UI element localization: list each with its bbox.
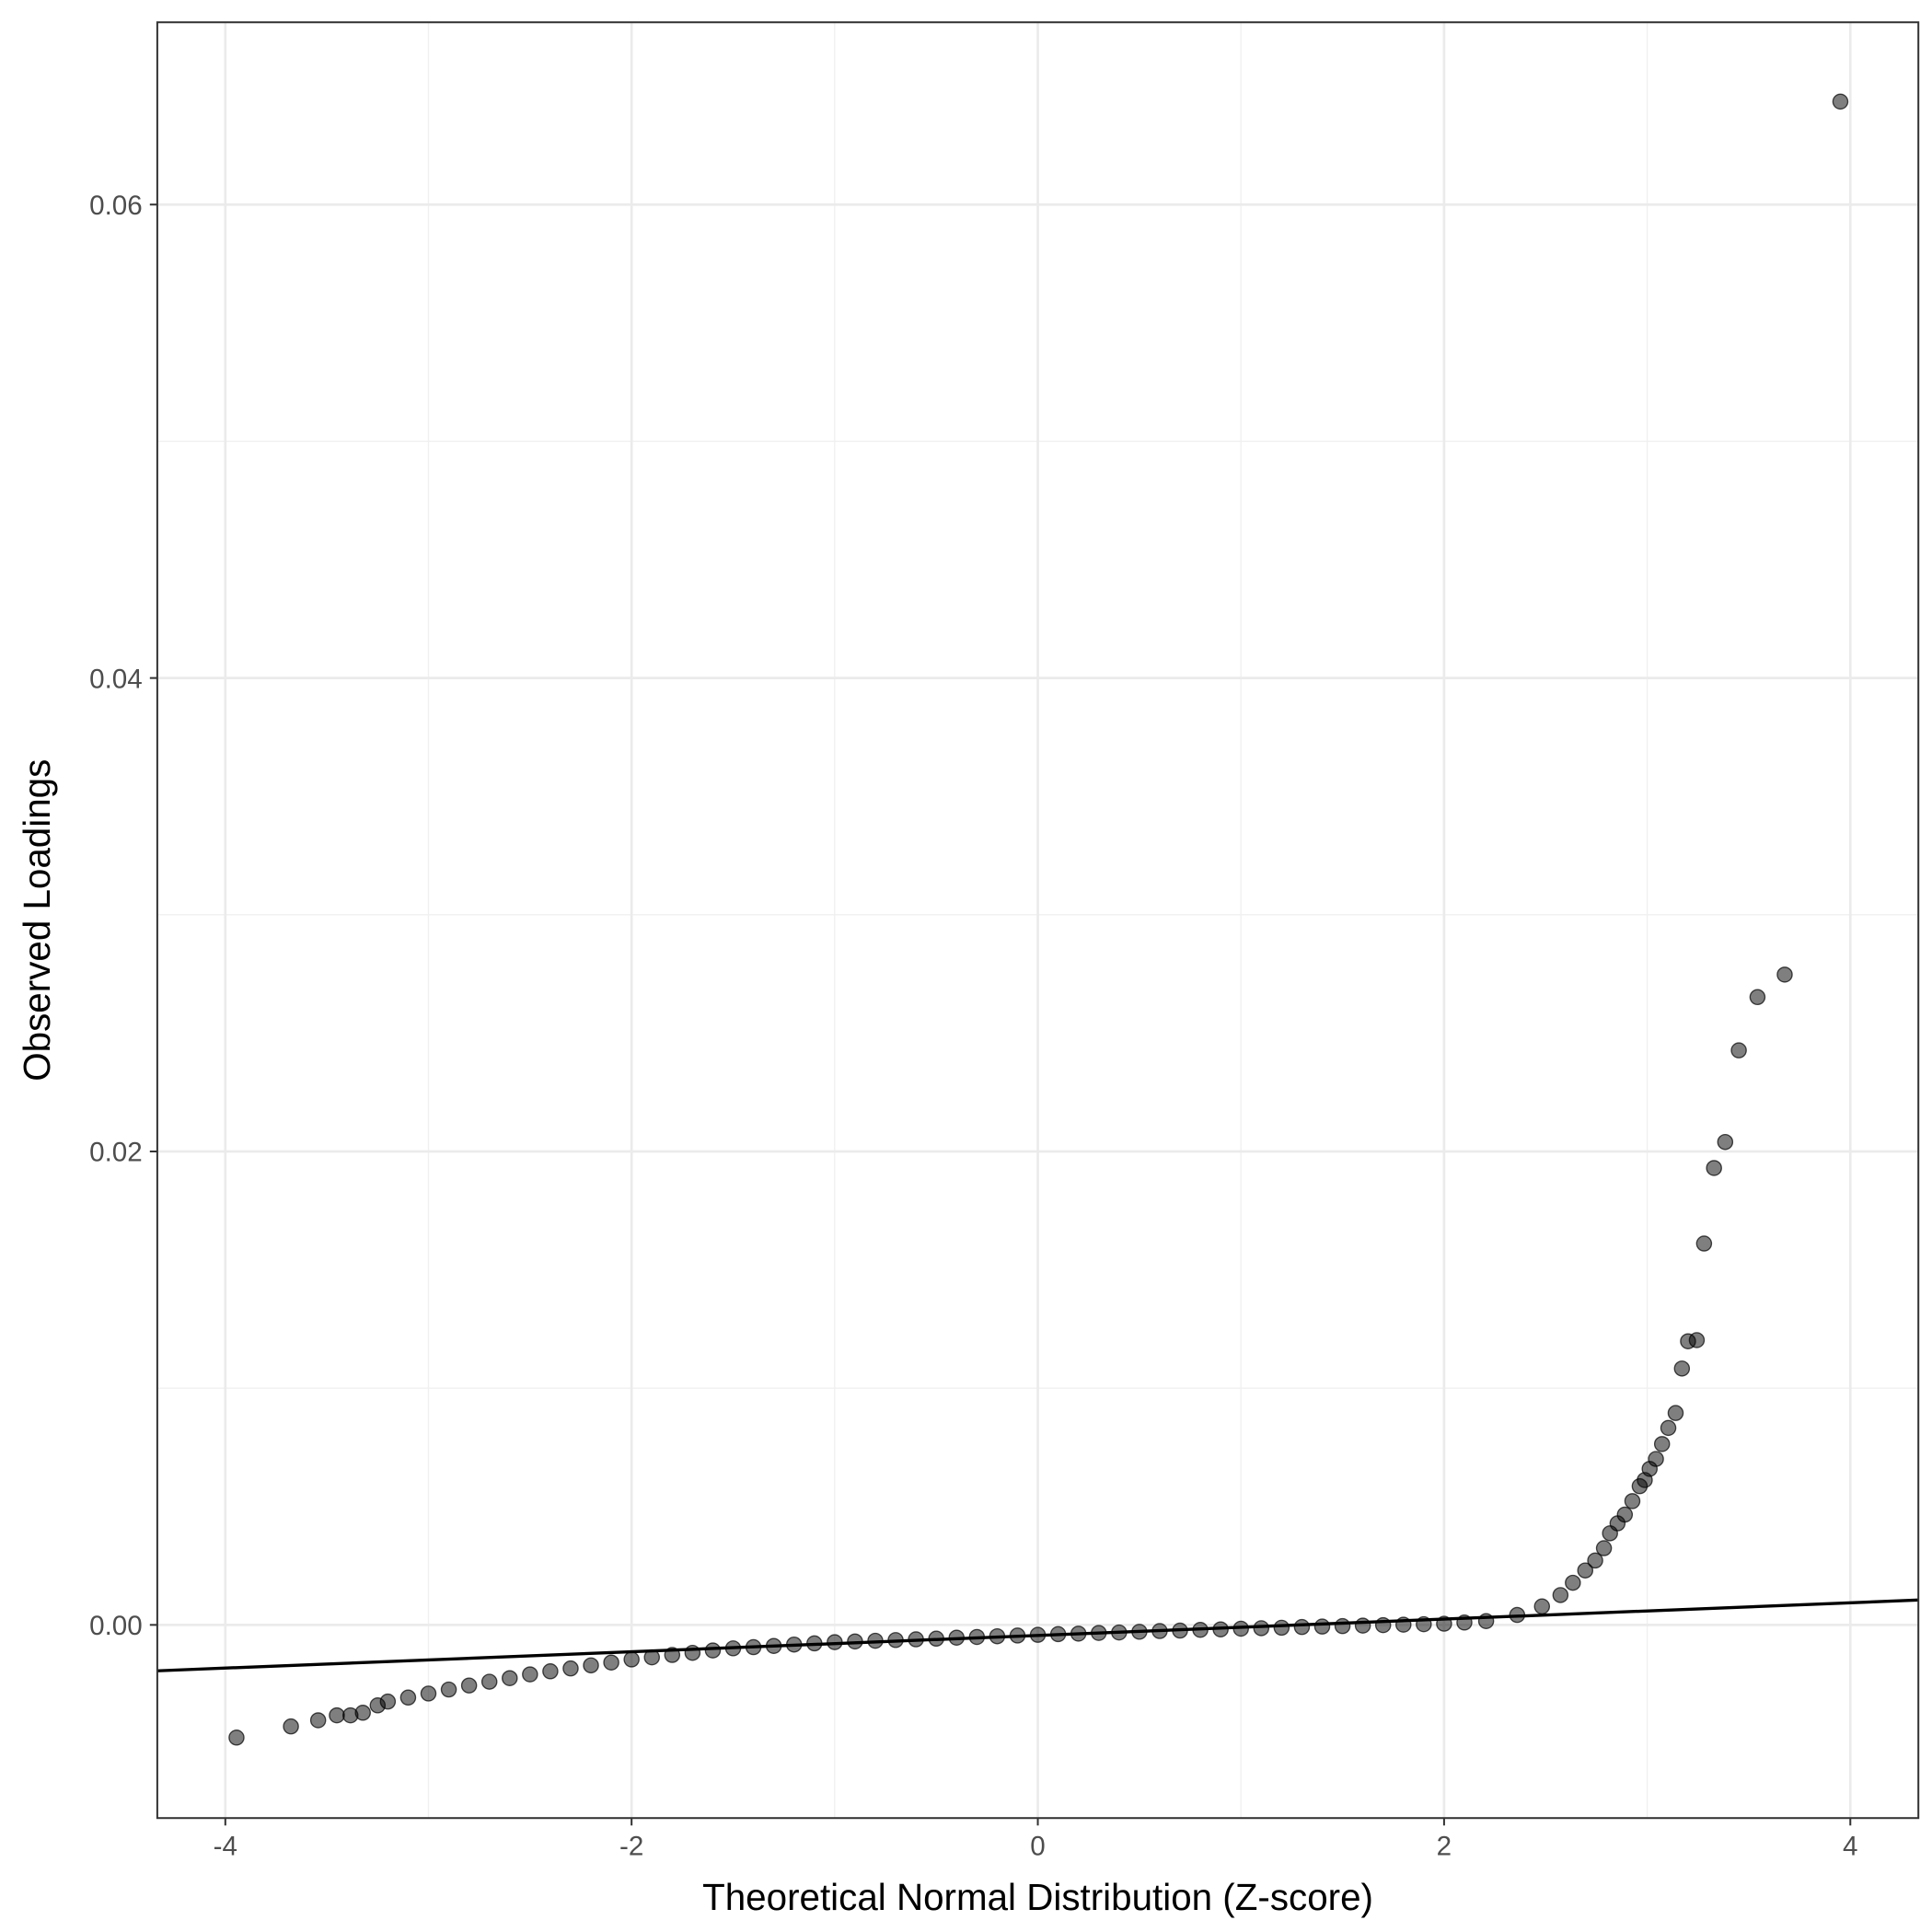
point	[603, 1654, 619, 1671]
reference-line	[156, 1598, 1919, 1672]
point	[1706, 1160, 1722, 1176]
point	[1717, 1133, 1734, 1151]
y-tick-label: 0.00	[89, 1611, 143, 1641]
point	[1293, 1618, 1311, 1636]
point	[1616, 1506, 1634, 1523]
x-tick-label: 4	[1843, 1832, 1857, 1862]
point	[309, 1712, 327, 1729]
point	[228, 1730, 245, 1746]
point	[1253, 1620, 1270, 1637]
point	[1776, 966, 1793, 983]
point	[1313, 1618, 1331, 1635]
point	[420, 1685, 437, 1702]
point	[1533, 1598, 1551, 1615]
point	[1832, 93, 1849, 110]
x-axis-title: Theoretical Normal Distribution (Z-score…	[702, 1876, 1373, 1918]
point	[1595, 1540, 1613, 1556]
point	[562, 1660, 579, 1677]
point	[480, 1673, 498, 1690]
point	[704, 1642, 722, 1659]
point	[1667, 1405, 1684, 1421]
point	[1552, 1587, 1569, 1603]
point	[379, 1693, 397, 1710]
point	[542, 1663, 559, 1680]
point	[1577, 1562, 1594, 1579]
y-tick-label: 0.04	[89, 664, 143, 694]
point	[1695, 1235, 1713, 1252]
point	[460, 1677, 478, 1694]
point	[1749, 989, 1766, 1006]
point	[399, 1689, 417, 1706]
point	[583, 1657, 599, 1674]
point	[1648, 1451, 1664, 1467]
x-tick-label: -4	[214, 1832, 237, 1862]
point	[1565, 1574, 1581, 1591]
x-tick-label: 0	[1030, 1832, 1045, 1862]
point	[1688, 1332, 1706, 1348]
point	[1730, 1042, 1747, 1059]
point	[1354, 1617, 1371, 1634]
point	[354, 1705, 371, 1721]
point	[283, 1718, 299, 1735]
point	[1660, 1419, 1677, 1437]
y-tick-label: 0.02	[89, 1138, 143, 1168]
point	[1673, 1360, 1691, 1377]
x-tick-label: 2	[1437, 1832, 1452, 1862]
x-tick-label: -2	[619, 1832, 643, 1862]
point	[623, 1651, 640, 1668]
point	[1273, 1619, 1290, 1637]
point	[1653, 1436, 1671, 1452]
point	[1334, 1617, 1351, 1635]
point	[329, 1706, 345, 1724]
point	[1624, 1493, 1641, 1510]
panel-border	[156, 21, 1920, 1820]
point	[502, 1670, 518, 1686]
y-axis-title: Observed Loadings	[16, 759, 58, 1082]
point	[1587, 1552, 1603, 1569]
y-tick-label: 0.06	[89, 191, 143, 221]
point	[440, 1681, 457, 1698]
point	[522, 1666, 538, 1683]
